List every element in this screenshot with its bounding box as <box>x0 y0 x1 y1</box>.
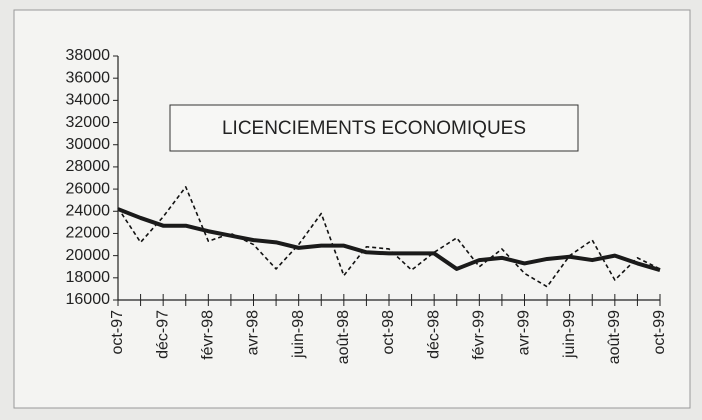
x-tick-label: oct-98 <box>380 310 397 355</box>
chart-panel <box>13 9 691 409</box>
x-tick-label: févr-98 <box>200 310 217 360</box>
y-tick-label: 28000 <box>66 158 111 175</box>
x-tick-label: févr-99 <box>471 310 488 360</box>
x-tick-label: avr-99 <box>516 310 533 355</box>
y-tick-label: 18000 <box>66 269 111 286</box>
x-tick-label: déc-97 <box>154 310 171 359</box>
y-tick-label: 30000 <box>66 136 111 153</box>
x-tick-label: oct-99 <box>651 310 668 355</box>
x-tick-label: août-98 <box>335 310 352 364</box>
series-line <box>117 207 661 272</box>
x-tick-label: déc-98 <box>425 310 442 359</box>
y-tick-label: 38000 <box>66 47 111 64</box>
y-tick-label: 16000 <box>66 291 111 308</box>
y-tick-label: 26000 <box>66 180 111 197</box>
chart-title: LICENCIEMENTS ECONOMIQUES <box>222 118 526 139</box>
y-tick-label: 32000 <box>66 114 111 131</box>
y-tick-label: 34000 <box>66 92 111 109</box>
x-tick-label: juin-99 <box>561 310 578 359</box>
y-tick-label: 36000 <box>66 69 111 86</box>
y-tick-label: 24000 <box>66 202 111 219</box>
y-tick-label: 22000 <box>66 225 111 242</box>
x-tick-label: août-99 <box>606 310 623 364</box>
x-tick-label: juin-98 <box>290 310 307 359</box>
x-tick-label: oct-97 <box>109 310 126 355</box>
title-box <box>169 104 579 152</box>
x-tick-label: avr-98 <box>245 310 262 355</box>
y-tick-label: 20000 <box>66 247 111 264</box>
